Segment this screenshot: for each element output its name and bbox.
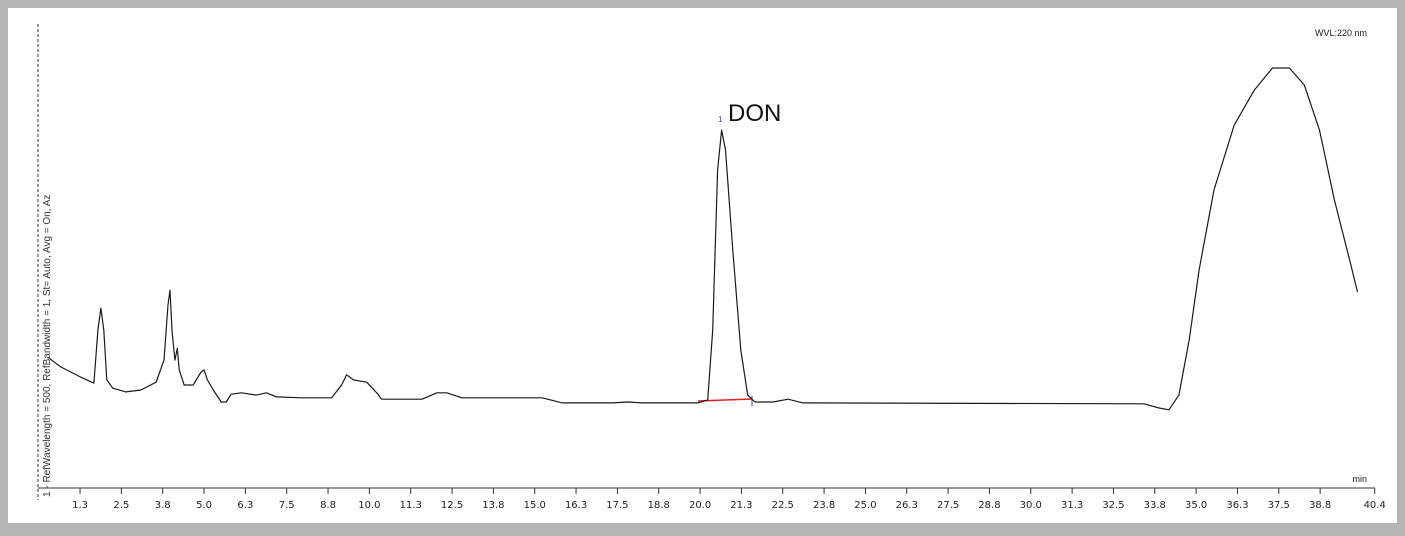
peak-number: 1 xyxy=(718,115,723,124)
x-tick-label: 22.5 xyxy=(772,500,794,511)
x-tick-label: 28.8 xyxy=(978,500,1000,511)
x-tick-label: 10.0 xyxy=(358,500,380,511)
detector-label: WVL:220 nm xyxy=(1315,28,1367,38)
x-tick-label: 11.3 xyxy=(400,500,422,511)
x-tick-label: 1.3 xyxy=(72,500,88,511)
x-tick-label: 36.3 xyxy=(1226,500,1248,511)
x-tick-label: 30.0 xyxy=(1020,500,1042,511)
x-tick-label: 25.0 xyxy=(854,500,876,511)
x-tick-label: 16.3 xyxy=(565,500,587,511)
trace xyxy=(48,67,1359,411)
x-tick-label: 23.8 xyxy=(813,500,835,511)
peak-annotation: DON xyxy=(728,100,781,127)
x-tick-label: 40.4 xyxy=(1364,500,1386,511)
x-tick-label: 5.0 xyxy=(196,500,212,511)
x-tick-label: 18.8 xyxy=(648,500,670,511)
x-tick-label: 6.3 xyxy=(237,500,253,511)
plot-background xyxy=(8,8,1397,523)
x-tick-label: 12.5 xyxy=(441,500,463,511)
x-tick-label: 8.8 xyxy=(320,500,336,511)
x-tick-label: 38.8 xyxy=(1309,500,1331,511)
x-tick-label: 20.0 xyxy=(689,500,711,511)
x-tick-label: 21.3 xyxy=(730,500,752,511)
x-tick-label: 2.5 xyxy=(113,500,129,511)
x-tick-label: 35.0 xyxy=(1185,500,1207,511)
x-tick-label: 31.3 xyxy=(1061,500,1083,511)
x-tick-label: 3.8 xyxy=(155,500,171,511)
x-unit: min xyxy=(1352,474,1367,484)
x-tick-label: 37.5 xyxy=(1268,500,1290,511)
x-tick-label: 27.5 xyxy=(937,500,959,511)
x-tick-label: 15.0 xyxy=(524,500,546,511)
side-label: 1 - RefWavelength = 500, RefBandwidth = … xyxy=(42,195,53,497)
x-tick-label: 26.3 xyxy=(896,500,918,511)
x-tick-label: 33.8 xyxy=(1144,500,1166,511)
x-tick-label: 17.5 xyxy=(606,500,628,511)
x-tick-label: 13.8 xyxy=(482,500,504,511)
x-tick-label: 7.5 xyxy=(279,500,295,511)
x-tick-label: 32.5 xyxy=(1102,500,1124,511)
